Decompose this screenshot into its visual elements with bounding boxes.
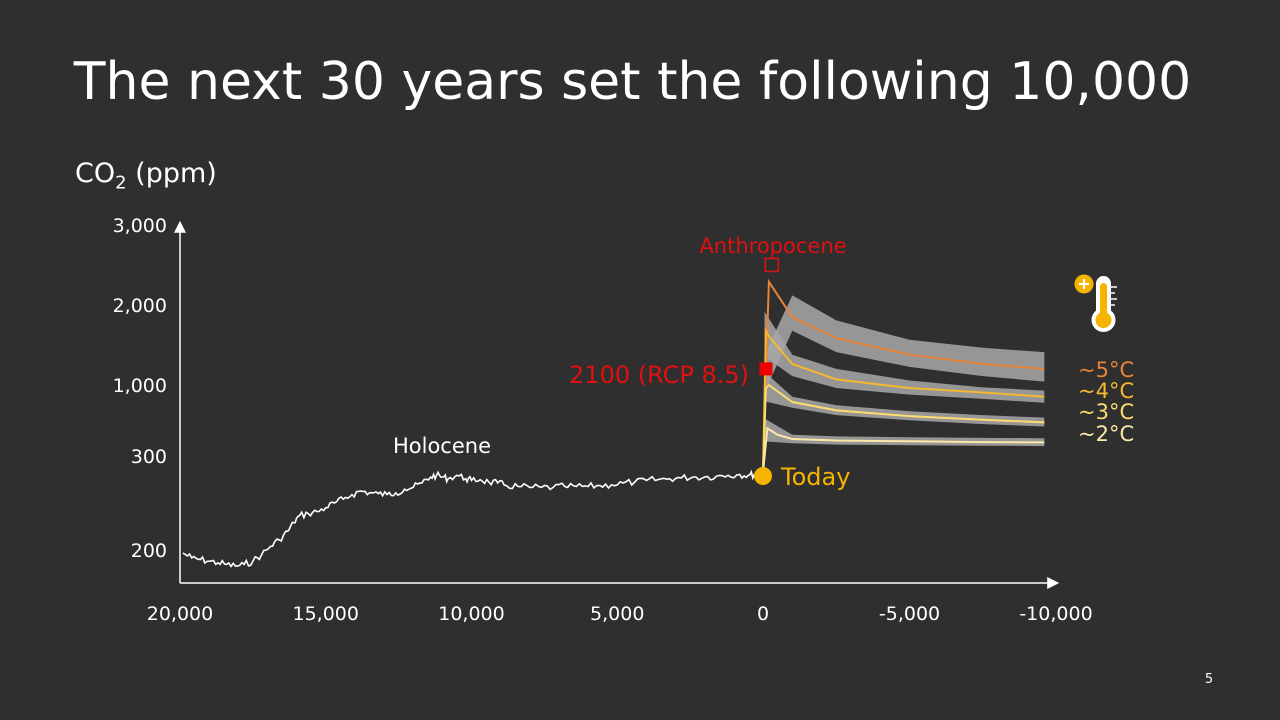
x-tick-label: -5,000 (879, 603, 940, 625)
anthropocene-marker (764, 257, 780, 273)
x-tick-label: 0 (757, 603, 769, 625)
holocene-label: Holocene (393, 434, 491, 458)
anthropocene-label: Anthropocene (699, 234, 846, 258)
temperature-label: ~4°C (1078, 379, 1134, 403)
projection-line (762, 327, 1045, 473)
page-number: 5 (1204, 672, 1214, 687)
y-tick-labels: 200 300 1,000 2,000 3,000 (113, 215, 167, 562)
y-tick-label: 200 (131, 540, 167, 562)
today-point (754, 467, 772, 485)
temperature-labels: ~5°C~4°C~3°C~2°C (1078, 358, 1134, 446)
y-axis-label: CO2 (ppm) (75, 158, 217, 193)
rcp-point (759, 362, 773, 376)
y-axis-label-subscript: 2 (115, 172, 127, 194)
uncertainty-band (764, 418, 1045, 447)
y-tick-label: 3,000 (113, 215, 167, 237)
temperature-label: ~5°C (1078, 358, 1134, 382)
temperature-label: ~3°C (1078, 400, 1134, 424)
uncertainty-bands (764, 295, 1045, 447)
x-tick-labels: 20,000 15,000 10,000 5,000 0 -5,000 -10,000 (147, 603, 1093, 625)
slide-title: The next 30 years set the following 10,0… (73, 52, 1192, 112)
x-tick-label: 15,000 (293, 603, 359, 625)
y-tick-label: 2,000 (113, 295, 167, 317)
x-tick-label: 5,000 (590, 603, 644, 625)
y-axis-label-main: CO (75, 158, 116, 189)
thermometer-icon (1074, 274, 1117, 332)
y-tick-label: 1,000 (113, 375, 167, 397)
rcp-label: 2100 (RCP 8.5) (569, 361, 749, 389)
projection-line (762, 426, 1045, 473)
x-tick-label: 20,000 (147, 603, 213, 625)
uncertainty-band (764, 311, 1045, 403)
uncertainty-band (764, 371, 1045, 427)
temperature-label: ~2°C (1078, 422, 1134, 446)
projection-line (762, 383, 1045, 473)
holocene-co2-line (182, 469, 761, 568)
projection-lines (762, 278, 1045, 473)
projection-line (762, 278, 1045, 473)
x-tick-label: -10,000 (1019, 603, 1092, 625)
y-axis-label-unit: (ppm) (135, 158, 217, 189)
today-label: Today (780, 463, 850, 491)
x-tick-label: 10,000 (438, 603, 504, 625)
y-tick-label: 300 (131, 446, 167, 468)
uncertainty-band (764, 295, 1045, 393)
